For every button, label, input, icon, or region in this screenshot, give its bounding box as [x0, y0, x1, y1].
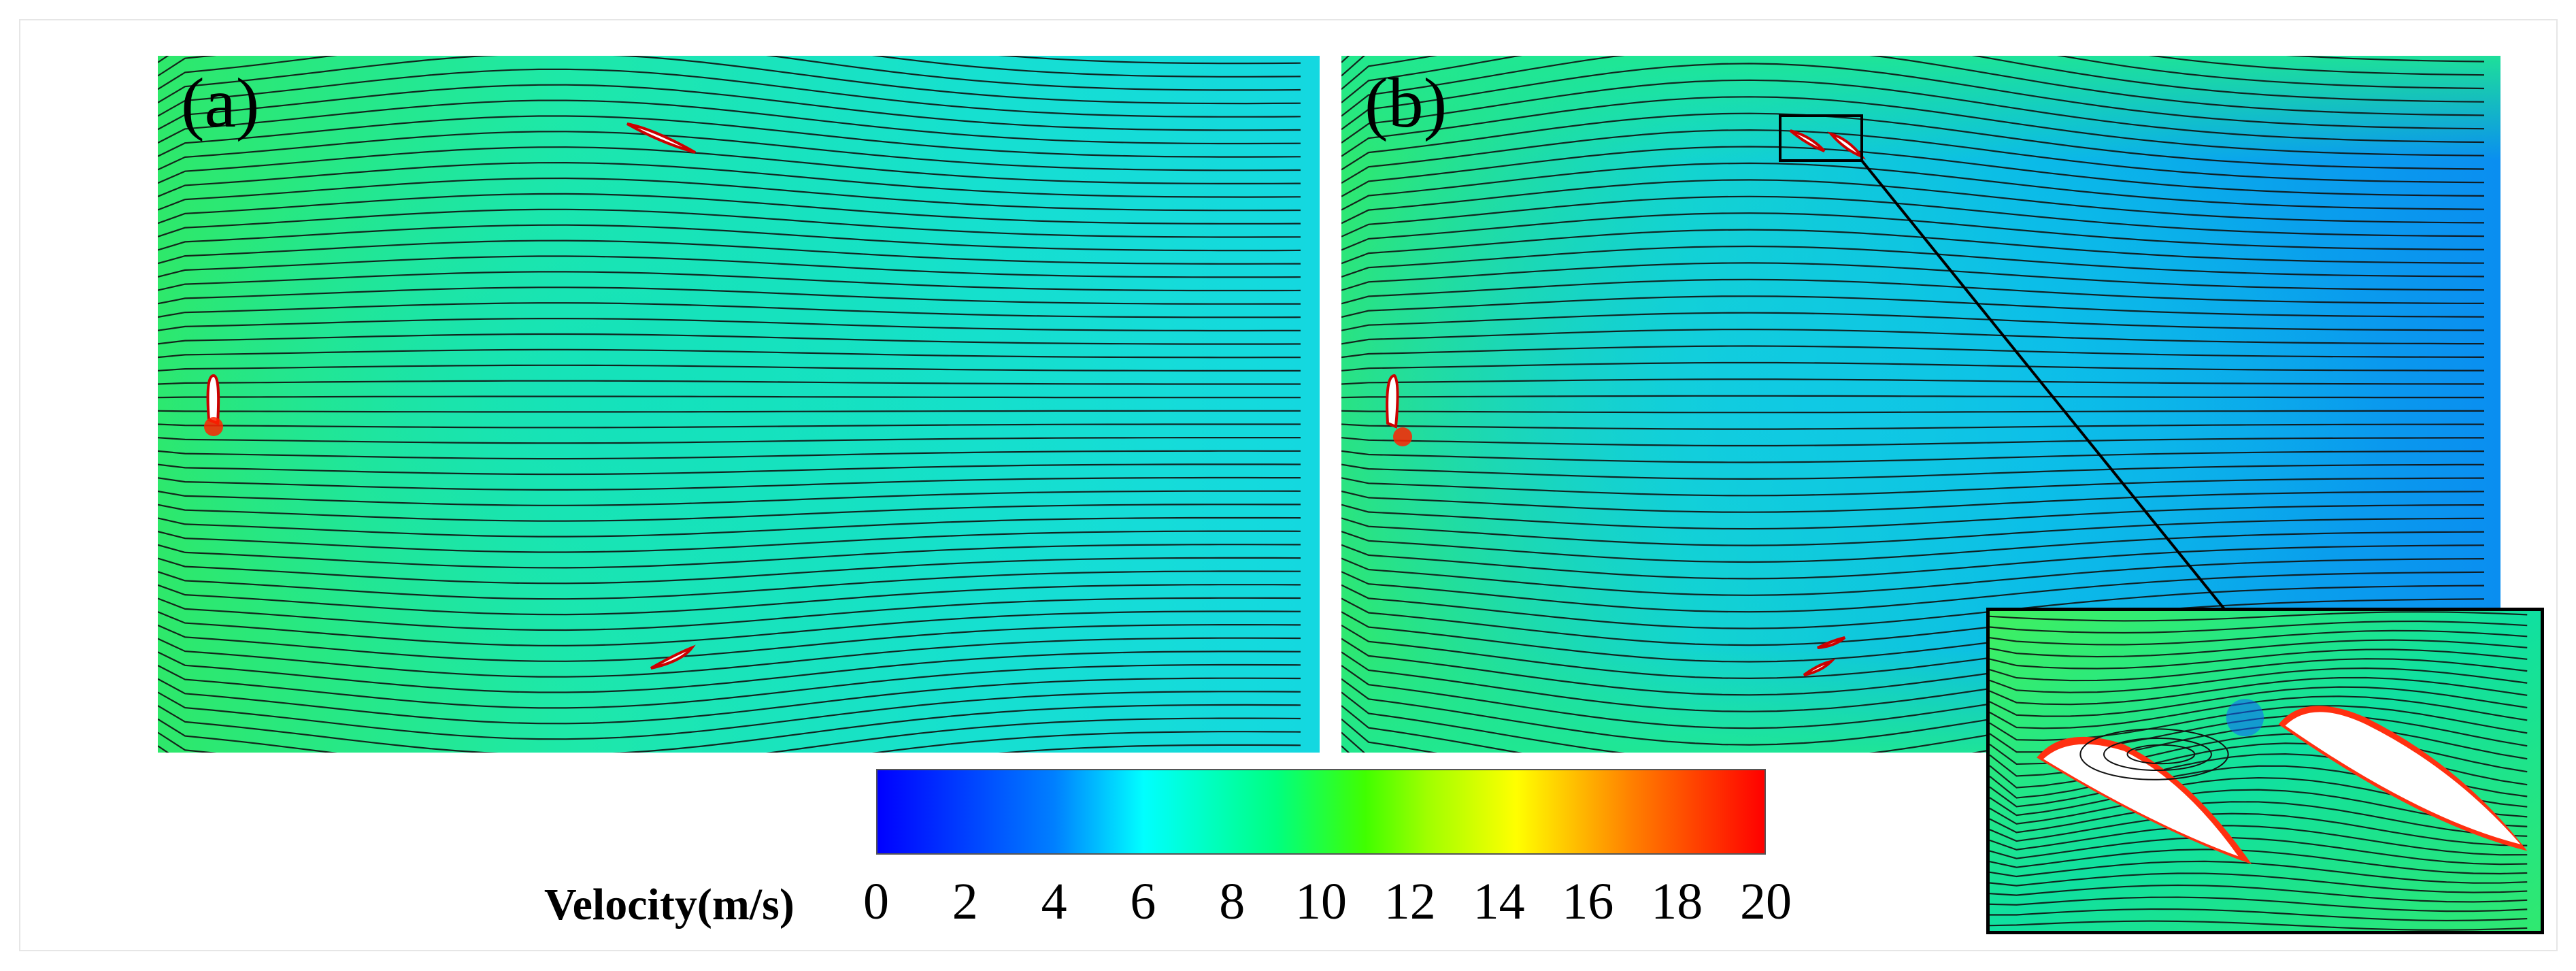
inset-plot [1990, 611, 2541, 931]
colorbar-tick-label: 8 [1219, 873, 1245, 930]
colorbar-tick-label: 6 [1130, 873, 1156, 930]
panel-a-plot [158, 56, 1320, 753]
colorbar-tick-label: 16 [1562, 873, 1614, 930]
panel-b-label: (b) [1365, 64, 1448, 142]
colorbar-tick-label: 10 [1295, 873, 1347, 930]
colorbar-tick-label: 12 [1384, 873, 1436, 930]
colorbar-tick-label: 14 [1473, 873, 1525, 930]
velocity-colorbar [876, 769, 1766, 855]
panel-b-blades [1386, 129, 1867, 676]
panel-a-label: (a) [181, 64, 260, 142]
colorbar-tick-label: 18 [1651, 873, 1703, 930]
panel-a-velocity-field: (a) [158, 56, 1320, 753]
colorbar-tick-label: 20 [1740, 873, 1792, 930]
panel-a-blades [204, 122, 696, 670]
colorbar-tick-label: 0 [863, 873, 889, 930]
inset-zoom-view [1986, 608, 2544, 934]
colorbar-tick-label: 4 [1041, 873, 1067, 930]
panel-b-zoom-box [1779, 114, 1863, 162]
colorbar-tick-label: 2 [952, 873, 978, 930]
colorbar-title: Velocity(m/s) [544, 880, 794, 929]
